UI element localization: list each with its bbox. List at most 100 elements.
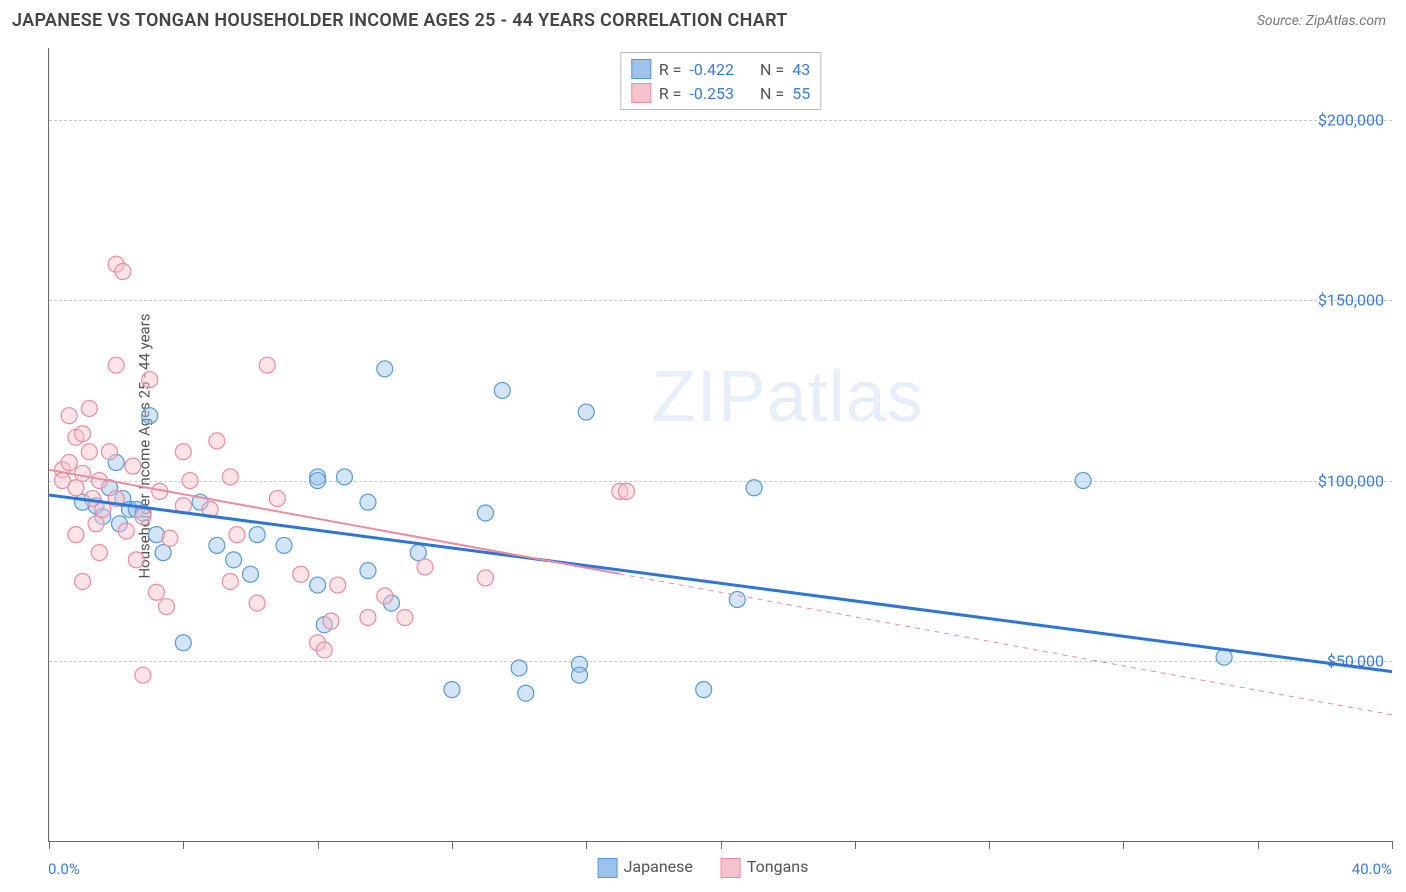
x-tick <box>855 841 856 849</box>
x-tick <box>49 841 50 849</box>
data-point <box>222 573 238 589</box>
data-point <box>125 458 141 474</box>
n-value: 43 <box>792 60 810 79</box>
data-point <box>75 465 91 481</box>
data-point <box>91 545 107 561</box>
scatter-chart: ZIPatlas R =-0.422N =43R =-0.253N =55 $5… <box>48 48 1392 842</box>
data-point <box>81 444 97 460</box>
data-point <box>249 527 265 543</box>
data-point <box>175 444 191 460</box>
data-point <box>242 566 258 582</box>
source-attribution: Source: ZipAtlas.com <box>1257 13 1386 29</box>
data-point <box>336 469 352 485</box>
legend-row: R = -0.253 N = 55 <box>631 81 810 105</box>
data-point <box>61 455 77 471</box>
data-point <box>377 588 393 604</box>
data-point <box>75 573 91 589</box>
data-point <box>209 433 225 449</box>
r-label: R = <box>659 60 682 79</box>
x-tick <box>1258 841 1259 849</box>
data-point <box>142 372 158 388</box>
data-point <box>68 527 84 543</box>
data-point <box>696 682 712 698</box>
data-point <box>316 642 332 658</box>
data-point <box>477 505 493 521</box>
data-point <box>276 537 292 553</box>
data-point <box>209 537 225 553</box>
legend-item: Japanese <box>598 857 693 878</box>
r-value: -0.253 <box>689 84 734 103</box>
data-point <box>81 400 97 416</box>
x-tick <box>183 841 184 849</box>
data-point <box>310 473 326 489</box>
data-point <box>108 357 124 373</box>
data-point <box>175 635 191 651</box>
data-point <box>135 509 151 525</box>
series-legend: Japanese Tongans <box>598 857 809 878</box>
correlation-legend: R = -0.422 N = 43 R = -0.253 N = 55 <box>620 52 821 110</box>
data-point <box>578 404 594 420</box>
data-point <box>226 552 242 568</box>
x-tick <box>318 841 319 849</box>
data-point <box>128 552 144 568</box>
data-point <box>518 685 534 701</box>
data-point <box>293 566 309 582</box>
legend-swatch <box>598 858 618 878</box>
r-label: R = <box>659 84 682 103</box>
data-point <box>397 610 413 626</box>
data-point <box>360 494 376 510</box>
data-point <box>269 491 285 507</box>
data-point <box>182 473 198 489</box>
chart-header: JAPANESE VS TONGAN HOUSEHOLDER INCOME AG… <box>0 0 1406 39</box>
data-point <box>249 595 265 611</box>
data-point <box>618 483 634 499</box>
data-point <box>159 599 175 615</box>
n-label: N = <box>760 84 784 103</box>
data-point <box>61 408 77 424</box>
n-label: N = <box>760 60 784 79</box>
legend-swatch <box>631 83 651 103</box>
data-point <box>155 545 171 561</box>
data-point <box>142 408 158 424</box>
legend-swatch <box>721 858 741 878</box>
data-point <box>115 263 131 279</box>
data-point <box>229 527 245 543</box>
x-tick <box>1123 841 1124 849</box>
x-tick <box>586 841 587 849</box>
data-point <box>88 516 104 532</box>
data-point <box>477 570 493 586</box>
data-point <box>360 610 376 626</box>
data-point <box>444 682 460 698</box>
x-tick <box>452 841 453 849</box>
legend-item: Tongans <box>721 857 809 878</box>
x-tick <box>721 841 722 849</box>
plot-surface <box>49 48 1392 841</box>
data-point <box>162 530 178 546</box>
data-point <box>571 667 587 683</box>
data-point <box>417 559 433 575</box>
x-axis-end-label: 40.0% <box>1352 860 1392 878</box>
data-point <box>259 357 275 373</box>
legend-swatch <box>631 59 651 79</box>
data-point <box>360 563 376 579</box>
legend-row: R = -0.422 N = 43 <box>631 57 810 81</box>
trend-line <box>49 495 1392 672</box>
data-point <box>377 361 393 377</box>
data-point <box>68 480 84 496</box>
data-point <box>222 469 238 485</box>
data-point <box>135 667 151 683</box>
data-point <box>118 523 134 539</box>
data-point <box>746 480 762 496</box>
r-value: -0.422 <box>689 60 734 79</box>
data-point <box>1075 473 1091 489</box>
data-point <box>323 613 339 629</box>
data-point <box>75 426 91 442</box>
x-tick <box>1392 841 1393 849</box>
chart-title: JAPANESE VS TONGAN HOUSEHOLDER INCOME AG… <box>12 10 788 31</box>
n-value: 55 <box>792 84 810 103</box>
data-point <box>148 584 164 600</box>
x-tick <box>989 841 990 849</box>
data-point <box>330 577 346 593</box>
data-point <box>101 444 117 460</box>
data-point <box>511 660 527 676</box>
